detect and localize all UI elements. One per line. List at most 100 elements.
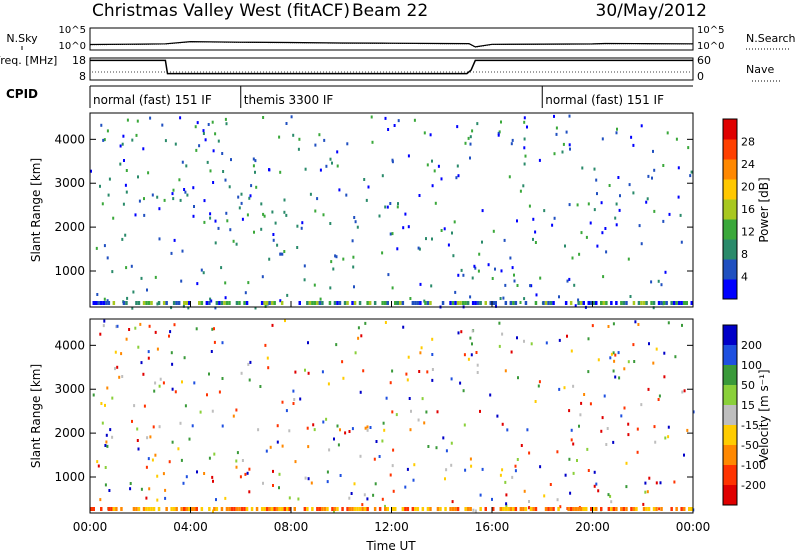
scatter-cell — [217, 139, 220, 143]
scatter-cell — [353, 301, 357, 305]
scatter-cell — [593, 208, 596, 212]
scatter-cell — [228, 185, 231, 189]
freq-title: Freq. [MHz] — [0, 54, 57, 67]
scatter-cell — [662, 301, 666, 305]
scatter-cell — [677, 166, 680, 170]
scatter-cell — [319, 168, 322, 172]
scatter-cell — [677, 301, 681, 305]
scatter-cell — [203, 220, 206, 224]
scatter-cell — [135, 133, 138, 137]
scatter-cell — [534, 301, 538, 305]
scatter-cell — [309, 192, 312, 196]
scatter-cell — [221, 152, 224, 155]
scatter-cell — [447, 243, 450, 247]
scatter-cell — [497, 133, 500, 137]
scatter-cell — [431, 159, 433, 163]
scatter-cell — [205, 301, 209, 305]
scatter-cell — [590, 301, 593, 305]
scatter-cell — [306, 301, 309, 305]
scatter-cell — [384, 116, 387, 120]
scatter-cell — [268, 301, 271, 305]
scatter-cell — [453, 220, 456, 224]
scatter-cell — [100, 301, 103, 305]
scatter-cell — [668, 212, 671, 216]
scatter-cell — [619, 194, 621, 198]
scatter-cell — [193, 205, 195, 208]
scatter-cell — [126, 118, 129, 122]
scatter-cell — [478, 252, 481, 256]
scatter-cell — [456, 164, 459, 168]
scatter-cell — [165, 301, 168, 305]
scatter-cell — [534, 230, 537, 234]
scatter-cell — [106, 256, 109, 260]
scatter-cell — [222, 170, 225, 173]
scatter-cell — [172, 188, 175, 192]
scatter-cell — [514, 301, 518, 305]
scatter-cell — [476, 122, 479, 126]
scatter-cell — [366, 301, 369, 305]
scatter-cell — [358, 301, 362, 305]
scatter-cell — [111, 270, 114, 274]
scatter-cell — [568, 114, 571, 118]
scatter-cell — [97, 301, 100, 305]
scatter-cell — [504, 301, 508, 305]
scatter-cell — [303, 278, 306, 282]
scatter-cell — [122, 202, 125, 206]
scatter-cell — [125, 169, 128, 172]
scatter-cell — [263, 301, 266, 305]
scatter-cell — [121, 142, 124, 146]
scatter-cell — [391, 232, 394, 236]
scatter-cell — [413, 118, 416, 122]
scatter-cell — [134, 213, 137, 217]
scatter-cell — [331, 161, 333, 165]
scatter-cell — [441, 301, 445, 305]
scatter-cell — [660, 283, 663, 287]
scatter-cell — [653, 168, 656, 172]
scatter-cell — [494, 301, 497, 305]
scatter-cell — [298, 137, 301, 141]
scatter-cell — [437, 164, 440, 168]
scatter-cell — [304, 167, 307, 171]
scatter-cell — [107, 193, 110, 197]
scatter-cell — [459, 301, 462, 305]
scatter-cell — [618, 208, 621, 212]
scatter-cell — [476, 301, 480, 305]
scatter-cell — [523, 116, 526, 120]
scatter-cell — [283, 210, 286, 214]
colorbar-tick-label: 20 — [741, 181, 755, 194]
scatter-cell — [675, 137, 678, 141]
scatter-cell — [455, 176, 458, 180]
scatter-cell — [298, 301, 301, 305]
scatter-cell — [325, 164, 328, 168]
scatter-cell — [456, 301, 460, 305]
scatter-cell — [224, 178, 227, 182]
scatter-cell — [511, 138, 514, 142]
scatter-cell — [135, 301, 138, 305]
scatter-cell — [174, 142, 177, 146]
scatter-cell — [322, 213, 325, 217]
scatter-cell — [145, 301, 148, 305]
scatter-cell — [553, 152, 556, 156]
scatter-cell — [640, 242, 643, 246]
scatter-cell — [272, 233, 275, 236]
scatter-cell — [511, 266, 514, 270]
scatter-cell — [228, 301, 231, 305]
scatter-cell — [343, 301, 347, 305]
scatter-cell — [677, 195, 680, 199]
scatter-cell — [206, 160, 209, 164]
scatter-cell — [568, 277, 571, 281]
scatter-cell — [186, 193, 189, 197]
scatter-cell — [313, 301, 317, 305]
scatter-cell — [615, 223, 618, 227]
scatter-cell — [409, 297, 412, 300]
scatter-cell — [616, 127, 618, 131]
scatter-cell — [569, 301, 573, 305]
scatter-cell — [653, 209, 656, 213]
scatter-cell — [214, 219, 217, 223]
scatter-cell — [175, 301, 178, 305]
scatter-cell — [103, 138, 106, 142]
scatter-cell — [296, 246, 299, 249]
scatter-cell — [151, 193, 154, 197]
scatter-cell — [125, 301, 128, 305]
